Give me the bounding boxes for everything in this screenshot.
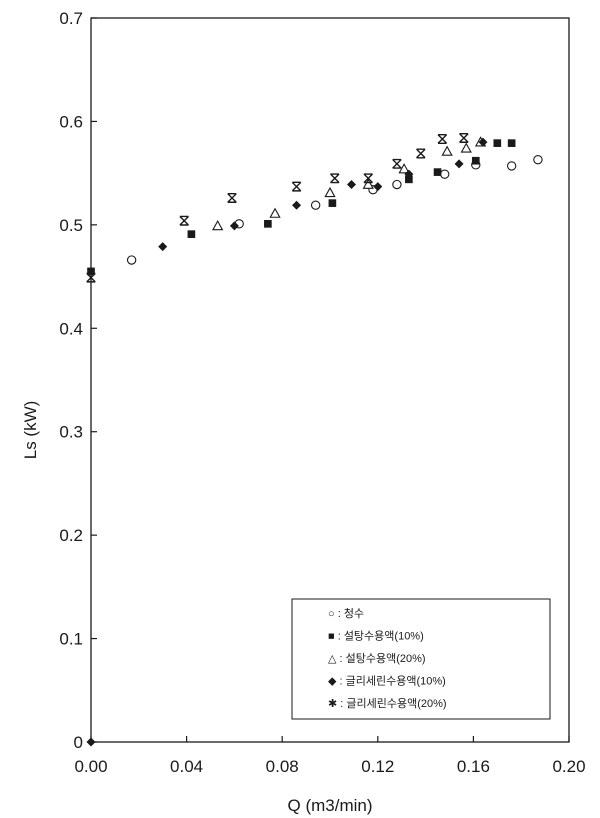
filled-square-marker	[264, 219, 272, 228]
y-tick-label: 0	[74, 733, 83, 752]
open-triangle-marker	[441, 145, 453, 156]
asterisk-marker	[86, 272, 96, 283]
filled-square-marker	[471, 156, 480, 165]
data-series	[86, 133, 543, 747]
y-tick-label: 0.2	[59, 526, 83, 545]
plot-area-border	[90, 17, 570, 743]
filled-diamond-marker	[158, 242, 168, 252]
open-triangle-marker	[324, 186, 336, 198]
asterisk-marker	[227, 192, 237, 203]
filled-square-marker	[328, 199, 337, 207]
open-circle-marker	[506, 161, 517, 171]
x-axis-label: Q (m3/min)	[288, 796, 373, 815]
open-triangle-marker	[398, 163, 410, 174]
open-circle-marker	[533, 155, 543, 165]
open-circle-marker	[126, 255, 137, 265]
filled-diamond-marker	[347, 180, 357, 190]
series-open-circle	[126, 155, 543, 265]
legend-entry: ○ : 청수	[328, 607, 364, 620]
y-tick-label: 0.5	[59, 216, 83, 235]
open-circle-marker	[392, 179, 402, 190]
axis-titles: Q (m3/min) Ls (kW)	[21, 401, 373, 815]
y-tick-label: 0.7	[59, 9, 83, 28]
filled-diamond-marker	[86, 737, 96, 747]
filled-square-marker	[187, 230, 196, 238]
filled-square-marker	[87, 267, 95, 276]
open-triangle-marker	[212, 220, 224, 231]
y-tick-label: 0.3	[59, 423, 83, 442]
series-open-triangle	[212, 136, 487, 231]
y-tick-label: 0.6	[59, 112, 83, 131]
x-tick-label: 0.12	[361, 757, 394, 776]
x-tick-label: 0.00	[74, 757, 107, 776]
x-tick-label: 0.08	[266, 757, 299, 776]
filled-square-marker	[405, 175, 413, 184]
plot-frame	[90, 17, 570, 743]
open-circle-marker	[440, 169, 450, 179]
asterisk-marker	[330, 173, 340, 184]
filled-square-marker	[433, 168, 442, 176]
filled-diamond-marker	[373, 182, 383, 192]
series-asterisk	[86, 133, 469, 283]
y-tick-label: 0.1	[59, 630, 83, 649]
asterisk-marker	[416, 148, 426, 159]
open-circle-marker	[310, 200, 321, 210]
asterisk-marker	[363, 173, 374, 184]
series-filled-diamond	[86, 137, 488, 747]
x-axis: 0.00 0.04 0.08 0.12 0.16 0.20	[74, 736, 586, 776]
x-tick-label: 0.20	[552, 757, 585, 776]
filled-diamond-marker	[229, 221, 239, 231]
filled-diamond-marker	[292, 200, 302, 210]
y-axis: 0 0.1 0.2 0.3 0.4 0.5 0.6 0.7	[59, 9, 97, 752]
filled-diamond-marker	[454, 159, 464, 169]
asterisk-marker	[392, 158, 402, 169]
filled-square-marker	[507, 139, 516, 147]
filled-square-marker	[493, 139, 502, 147]
x-tick-label: 0.16	[457, 757, 490, 776]
x-tick-label: 0.04	[170, 757, 203, 776]
open-triangle-marker	[362, 178, 374, 189]
y-axis-label: Ls (kW)	[21, 401, 40, 460]
legend-box	[291, 598, 551, 720]
open-triangle-marker	[460, 142, 472, 153]
open-triangle-marker	[269, 207, 281, 218]
legend: ○ : 청수 ■ : 설탕수용액(10%) △ : 설탕수용액(20%) ◆ : 글리…	[291, 598, 551, 720]
legend-entry: ■ : 설탕수용액(10%)	[328, 630, 424, 643]
asterisk-marker	[179, 215, 189, 226]
legend-entry: ✱ : 글리세린수용액(20%)	[328, 697, 447, 710]
filled-diamond-marker	[478, 137, 488, 147]
y-tick-label: 0.4	[59, 319, 83, 338]
series-filled-square	[87, 139, 516, 276]
asterisk-marker	[437, 134, 448, 144]
filled-diamond-marker	[404, 169, 414, 179]
legend-entry: △ : 설탕수용액(20%)	[328, 652, 426, 665]
asterisk-marker	[459, 133, 469, 143]
legend-entry: ◆ : 글리세린수용액(10%)	[328, 675, 446, 688]
asterisk-marker	[291, 181, 302, 192]
